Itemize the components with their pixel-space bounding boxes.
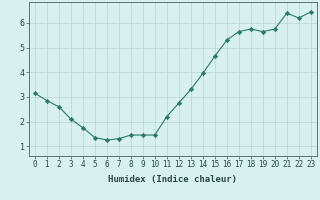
X-axis label: Humidex (Indice chaleur): Humidex (Indice chaleur) [108, 175, 237, 184]
